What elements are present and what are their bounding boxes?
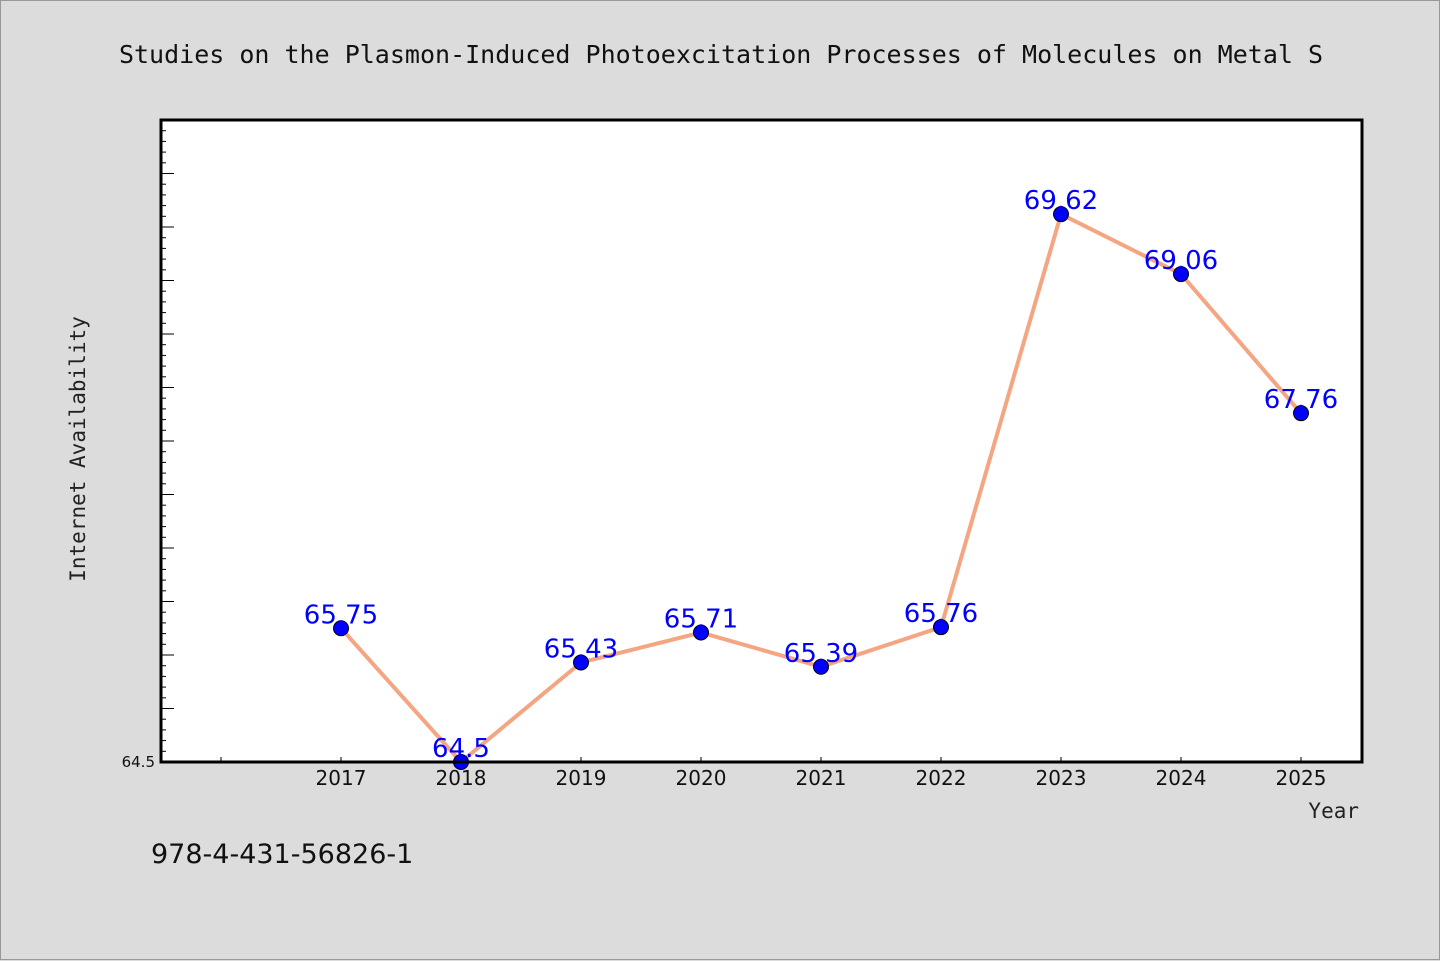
y-axis-label: Internet Availability xyxy=(66,316,90,582)
data-label-2023: 69.62 xyxy=(1024,186,1098,216)
x-axis-tick-labels: 2017 2018 2019 2020 2021 2022 2023 2024 2025 xyxy=(316,766,1327,790)
data-label-2018: 64.5 xyxy=(432,734,490,764)
y-tick-label: 64.5 xyxy=(122,753,155,771)
data-point-2023 xyxy=(1053,206,1069,223)
data-label-2025: 67.76 xyxy=(1264,385,1338,415)
data-label-2022: 65.76 xyxy=(904,599,978,629)
x-tick-label-2019: 2019 xyxy=(556,766,607,790)
x-axis-label: Year xyxy=(1308,799,1359,823)
data-label-2021: 65.39 xyxy=(784,639,858,669)
data-point-2020 xyxy=(693,624,709,641)
data-point-2025 xyxy=(1293,405,1309,422)
data-label-2017: 65.75 xyxy=(304,600,378,630)
x-tick-label-2024: 2024 xyxy=(1156,766,1207,790)
x-tick-label-2021: 2021 xyxy=(796,766,847,790)
plot-area xyxy=(161,120,1362,762)
x-tick-label-2023: 2023 xyxy=(1036,766,1087,790)
data-label-2020: 65.71 xyxy=(664,605,738,635)
data-labels: 65.75 64.5 65.43 65.71 65.39 65.76 69.62 69.06 6… xyxy=(304,186,1338,764)
data-point-2021 xyxy=(813,658,829,675)
y-axis-tick-labels: 64.5 xyxy=(122,753,155,771)
x-tick-label-2018: 2018 xyxy=(436,766,487,790)
data-markers xyxy=(333,206,1309,770)
data-point-2019 xyxy=(573,654,589,671)
data-point-2017 xyxy=(333,620,349,637)
plot-frame xyxy=(159,118,1364,764)
x-tick-label-2022: 2022 xyxy=(916,766,967,790)
isbn-footer: 978-4-431-56826-1 xyxy=(151,839,413,870)
data-point-2024 xyxy=(1173,266,1189,283)
x-tick-label-2017: 2017 xyxy=(316,766,367,790)
x-tick-label-2020: 2020 xyxy=(676,766,727,790)
x-tick-label-2025: 2025 xyxy=(1276,766,1327,790)
data-label-2019: 65.43 xyxy=(544,634,618,664)
data-label-2024: 69.06 xyxy=(1144,246,1218,276)
chart-title: Studies on the Plasmon-Induced Photoexci… xyxy=(119,40,1323,69)
data-point-2022 xyxy=(933,619,949,636)
